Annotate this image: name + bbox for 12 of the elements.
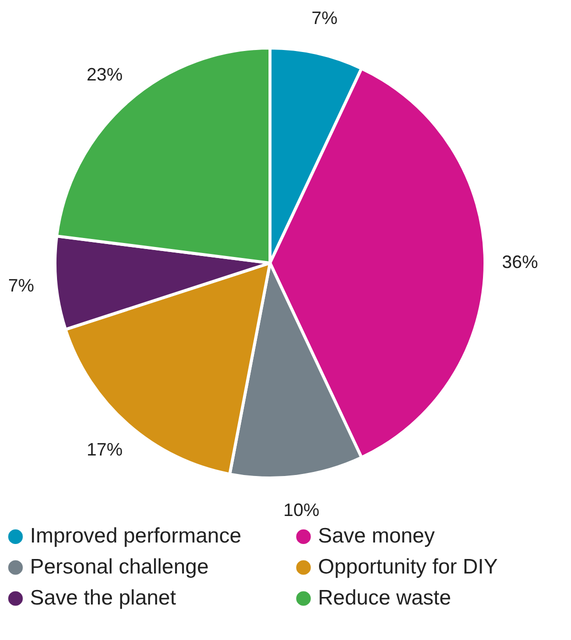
- data-label: 23%: [86, 64, 123, 84]
- data-label: 17%: [86, 440, 123, 460]
- data-label: 7%: [312, 8, 338, 28]
- legend-label: Reduce waste: [318, 586, 452, 610]
- legend-label: Personal challenge: [30, 556, 209, 578]
- data-label: 10%: [283, 500, 320, 520]
- legend-label: Save money: [318, 524, 436, 548]
- legend-label: Opportunity for DIY: [318, 556, 498, 578]
- data-label: 7%: [8, 276, 34, 296]
- legend-label: Save the planet: [30, 586, 176, 610]
- legend-label: Improved performance: [30, 524, 242, 548]
- data-label: 36%: [502, 252, 538, 272]
